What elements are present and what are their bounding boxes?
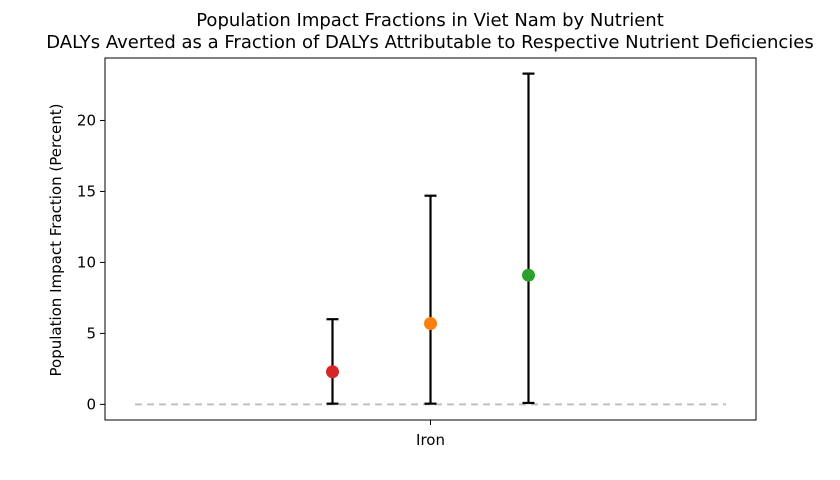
y-tick-label: 5 xyxy=(86,324,96,342)
data-point xyxy=(522,268,535,282)
y-axis-label: Population Impact Fraction (Percent) xyxy=(47,103,65,376)
data-point xyxy=(326,365,339,379)
y-tick-label: 15 xyxy=(77,182,96,200)
chart-subtitle: DALYs Averted as a Fraction of DALYs Att… xyxy=(46,32,813,53)
y-tick-label: 10 xyxy=(77,253,96,271)
y-tick-label: 0 xyxy=(86,395,96,413)
y-tick-label: 20 xyxy=(77,111,96,129)
data-point xyxy=(424,316,437,330)
x-tick-label: Iron xyxy=(416,431,445,449)
chart-title: Population Impact Fractions in Viet Nam … xyxy=(196,10,664,31)
